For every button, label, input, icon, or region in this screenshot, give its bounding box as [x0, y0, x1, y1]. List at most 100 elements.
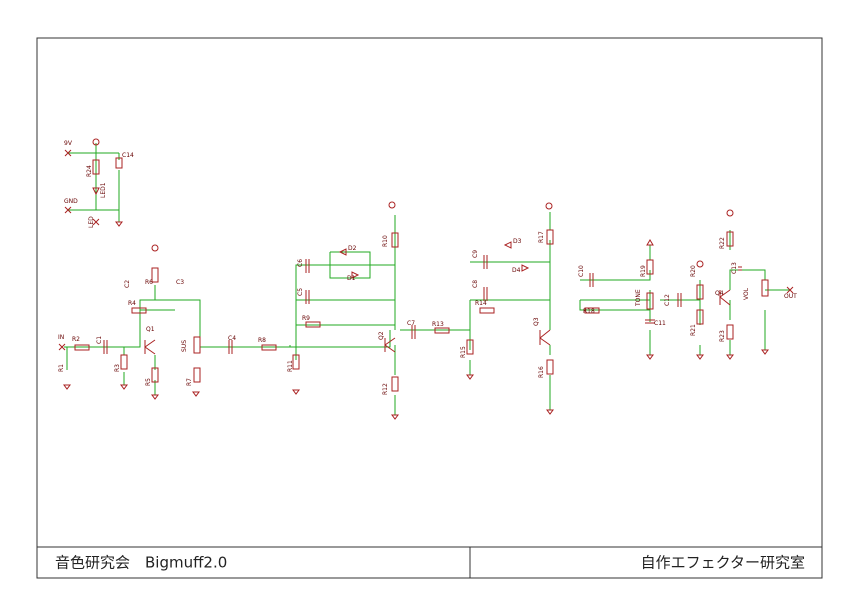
label: R22: [719, 237, 726, 249]
circuit: [58, 138, 794, 420]
labels: 9V GND LED R24 LED1 C14 IN R1 R2 C1 R3 C…: [58, 140, 797, 395]
label: C11: [654, 320, 666, 327]
schematic-shape: [151, 367, 159, 383]
label: IN: [58, 334, 64, 341]
title-left: 音色研究会 Bigmuff2.0: [55, 554, 227, 572]
label: R9: [302, 315, 310, 322]
schematic-shape: [391, 232, 399, 248]
label: R4: [128, 300, 136, 307]
schematic-shape: [151, 244, 159, 252]
label: C7: [407, 320, 415, 327]
label: C1: [96, 336, 103, 344]
schematic-shape: [391, 376, 399, 392]
label: C6: [297, 259, 304, 267]
schematic-shape: [479, 307, 495, 314]
schematic-shape: [292, 354, 300, 370]
label: OUT: [784, 293, 797, 300]
label: SUS: [181, 340, 188, 352]
label: C5: [297, 288, 304, 296]
label: 9V: [64, 140, 73, 147]
component-group: [58, 138, 794, 420]
label: R15: [460, 346, 467, 358]
label: Q1: [146, 326, 155, 333]
label: Q2: [378, 331, 385, 340]
label: R23: [719, 330, 726, 342]
label: R17: [538, 231, 545, 243]
schematic-shape: [115, 157, 123, 169]
label: R8: [258, 337, 266, 344]
label: C12: [664, 294, 671, 306]
schematic-shape: [646, 292, 654, 310]
schematic-shape: [726, 231, 734, 247]
label: R5: [145, 378, 152, 386]
schematic-shape: [546, 229, 554, 245]
label: TONE: [635, 289, 642, 307]
label: R1: [58, 364, 65, 372]
schematic-shape: [761, 279, 769, 297]
label: R13: [432, 321, 444, 328]
schematic-shape: [64, 212, 790, 415]
label: GND: [64, 198, 78, 205]
schematic-shape: [646, 259, 654, 275]
label: C9: [472, 250, 479, 258]
schematic-shape: [726, 324, 734, 340]
schematic-shape: [151, 267, 159, 283]
schematic-shape: [696, 260, 704, 268]
label: D2: [348, 245, 357, 252]
schematic-shape: [545, 202, 553, 210]
label: R11: [287, 360, 294, 372]
schematic-shape: [68, 143, 120, 222]
schematic-shape: [696, 309, 704, 325]
label: Q3: [533, 317, 540, 326]
label: D4: [512, 267, 521, 274]
schematic-shape: [305, 321, 321, 328]
label: R24: [86, 165, 93, 177]
schematic-shape: [388, 201, 396, 209]
schematic-shape: [92, 138, 100, 146]
label: LED: [88, 216, 95, 228]
schematic-shape: [144, 289, 731, 355]
schematic-shape: [193, 336, 201, 354]
label: C3: [176, 279, 184, 286]
label: R12: [382, 383, 389, 395]
schematic-shape: [103, 255, 742, 354]
label: C10: [578, 265, 585, 277]
label: R16: [538, 366, 545, 378]
label: C4: [228, 335, 236, 342]
label: C14: [122, 152, 134, 159]
label: D3: [513, 238, 522, 245]
title-right: 自作エフェクター研究室: [641, 554, 805, 572]
label: D1: [347, 275, 356, 282]
label: C8: [472, 280, 479, 288]
schematic-shape: [546, 359, 554, 375]
label: R7: [186, 378, 193, 386]
label: R3: [114, 364, 121, 372]
label: C2: [124, 280, 131, 288]
label: R6: [145, 279, 153, 286]
schematic-shape: [63, 221, 769, 420]
schematic-shape: [92, 187, 530, 279]
frame: [36, 37, 823, 579]
label: C13: [731, 262, 738, 274]
schematic-shape: [466, 339, 474, 355]
schematic-shape: [92, 159, 100, 175]
schematic-shape: [696, 284, 704, 300]
schematic-shape: [261, 344, 277, 351]
schematic-shape: [584, 307, 600, 314]
label: R18: [583, 308, 595, 315]
schematic-shape: [131, 307, 147, 314]
label: Q4: [715, 290, 724, 297]
schematic-shape: [120, 354, 128, 370]
label: R20: [690, 265, 697, 277]
schematic-shape: [74, 344, 90, 351]
schematic-shape: [434, 327, 450, 334]
label: R14: [475, 300, 487, 307]
label: VOL: [743, 287, 750, 300]
label: R10: [382, 235, 389, 247]
schematic-shape: [58, 149, 794, 351]
label: LED1: [100, 182, 107, 198]
label: R19: [640, 265, 647, 277]
label: R21: [690, 324, 697, 336]
schematic-shape: [193, 367, 201, 383]
